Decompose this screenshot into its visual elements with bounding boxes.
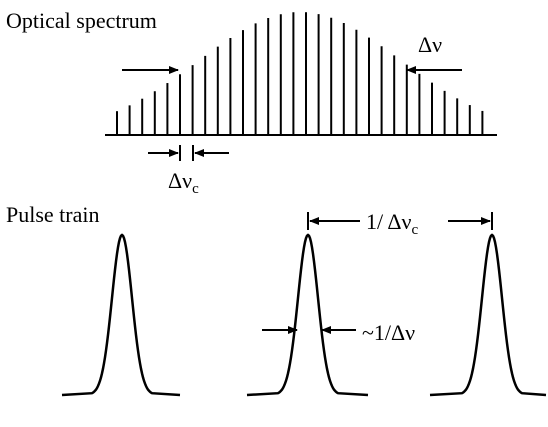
bandwidth-label: Δν [418, 32, 442, 57]
spectrum-title: Optical spectrum [6, 8, 157, 33]
label-subscript: c [192, 181, 199, 197]
pulse-train [61, 233, 547, 397]
label-text: 1/ Δν [366, 209, 412, 234]
period-label: 1/ Δνc [366, 209, 419, 238]
label-text: Δν [168, 168, 192, 193]
pulse [61, 233, 181, 397]
pulse [429, 233, 547, 397]
pulse-title: Pulse train [6, 202, 100, 227]
spacing-label: Δνc [168, 168, 199, 197]
spectrum-comb [116, 12, 484, 135]
width-label: ~1/Δν [362, 320, 415, 345]
label-subscript: c [412, 222, 419, 238]
pulse [246, 233, 369, 397]
